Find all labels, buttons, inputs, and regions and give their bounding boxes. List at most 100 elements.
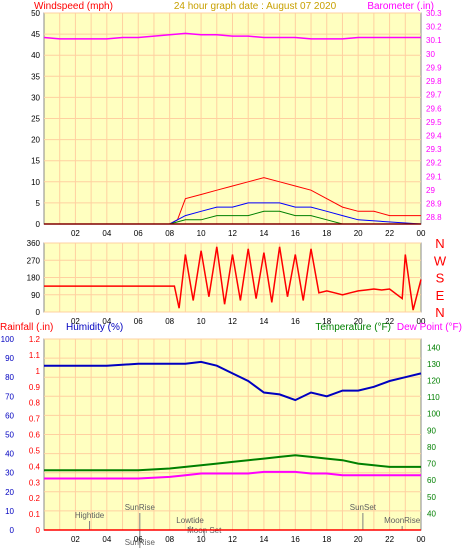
windspeed-tick: 5 bbox=[36, 199, 41, 208]
rainfall-tick: 0.2 bbox=[29, 494, 41, 503]
time-tick-label: 12 bbox=[228, 229, 237, 238]
rainfall-tick: 1 bbox=[36, 367, 41, 376]
windspeed-tick: 35 bbox=[31, 72, 40, 81]
windspeed-tick: 30 bbox=[31, 93, 40, 102]
time-tick-label: 20 bbox=[354, 535, 363, 544]
barometer-tick: 30.3 bbox=[426, 9, 442, 18]
event-label: SunSet bbox=[350, 503, 377, 512]
time-tick-label: 04 bbox=[102, 535, 111, 544]
humidity-tick: 50 bbox=[5, 431, 14, 440]
time-tick-label: 10 bbox=[197, 229, 206, 238]
time-tick-label: 00 bbox=[417, 229, 426, 238]
barometer-tick: 29.4 bbox=[426, 132, 442, 141]
time-tick-label: 14 bbox=[259, 535, 268, 544]
compass-letter: E bbox=[436, 288, 445, 303]
winddir-tick: 270 bbox=[27, 256, 41, 265]
time-tick-label: 18 bbox=[322, 317, 331, 326]
humidity-tick: 80 bbox=[5, 373, 14, 382]
winddir-tick: 0 bbox=[36, 308, 41, 317]
winddir-tick: 360 bbox=[27, 239, 41, 248]
temperature-tick: 120 bbox=[427, 377, 441, 386]
rainfall-tick: 0.8 bbox=[29, 399, 41, 408]
humidity-tick: 100 bbox=[1, 335, 15, 344]
temperature-line bbox=[44, 454, 421, 472]
windspeed-tick: 15 bbox=[31, 157, 40, 166]
rainfall-tick: 0.1 bbox=[29, 510, 41, 519]
rainfall-tick: 1.1 bbox=[29, 351, 41, 360]
time-tick-label: 12 bbox=[228, 535, 237, 544]
windspeed-tick: 25 bbox=[31, 115, 40, 124]
compass-letter: N bbox=[435, 236, 444, 251]
compass-letter: N bbox=[435, 305, 444, 320]
barometer-tick: 29.9 bbox=[426, 63, 442, 72]
winddir-line bbox=[44, 246, 422, 311]
windspeed-avg-line bbox=[44, 202, 422, 225]
time-tick-label: 14 bbox=[259, 317, 268, 326]
rainfall-tick: 0.7 bbox=[29, 415, 41, 424]
time-tick-label: 06 bbox=[134, 229, 143, 238]
event-label: Lowtide bbox=[176, 516, 204, 525]
time-tick-label: 18 bbox=[322, 535, 331, 544]
windspeed-tick: 50 bbox=[31, 9, 40, 18]
windspeed-tick: 20 bbox=[31, 136, 40, 145]
time-tick-label: 16 bbox=[291, 229, 300, 238]
humidity-tick: 10 bbox=[5, 507, 14, 516]
rainfall-tick: 0.9 bbox=[29, 383, 41, 392]
humidity-tick: 20 bbox=[5, 488, 14, 497]
time-tick-label: 02 bbox=[71, 317, 80, 326]
temperature-tick: 140 bbox=[427, 343, 441, 352]
humidity-axis-label: Humidity (%) bbox=[66, 322, 123, 333]
time-tick-label: 02 bbox=[71, 229, 80, 238]
humidity-tick: 70 bbox=[5, 392, 14, 401]
barometer-tick: 28.8 bbox=[426, 213, 442, 222]
windspeed-tick: 45 bbox=[31, 30, 40, 39]
barometer-tick: 29.2 bbox=[426, 159, 442, 168]
barometer-tick: 30 bbox=[426, 50, 435, 59]
compass-letter: W bbox=[434, 253, 447, 268]
dewpoint-line bbox=[44, 470, 421, 480]
barometer-tick: 29.5 bbox=[426, 118, 442, 127]
time-tick-label: 14 bbox=[259, 229, 268, 238]
time-tick-label: 16 bbox=[291, 317, 300, 326]
time-tick-label: 18 bbox=[322, 229, 331, 238]
time-tick-label: 16 bbox=[291, 535, 300, 544]
humidity-tick: 90 bbox=[5, 354, 14, 363]
humidity-line bbox=[44, 360, 422, 402]
time-tick-label: 04 bbox=[102, 317, 111, 326]
dewpoint-axis-label: Dew Point (°F) bbox=[397, 322, 462, 333]
time-tick-label: 00 bbox=[417, 535, 426, 544]
event-label: SunRise bbox=[125, 503, 156, 512]
time-tick-label: 08 bbox=[165, 535, 174, 544]
barometer-tick: 29 bbox=[426, 186, 435, 195]
time-tick-label: 22 bbox=[385, 229, 394, 238]
rainfall-tick: 0.5 bbox=[29, 446, 41, 455]
time-tick-label: 06 bbox=[134, 317, 143, 326]
windspeed-tick: 40 bbox=[31, 51, 40, 60]
series-lines bbox=[43, 32, 422, 531]
temperature-tick: 90 bbox=[427, 426, 436, 435]
barometer-axis-label: Barometer (.in) bbox=[367, 1, 434, 12]
rainfall-tick: 0.4 bbox=[29, 462, 41, 471]
humidity-tick: 0 bbox=[10, 526, 15, 535]
temperature-tick: 100 bbox=[427, 410, 441, 419]
event-label: SunRise bbox=[125, 538, 156, 547]
humidity-tick: 30 bbox=[5, 469, 14, 478]
time-tick-label: 02 bbox=[71, 535, 80, 544]
temperature-axis-label: Temperature (°F) bbox=[315, 322, 391, 333]
time-tick-label: 08 bbox=[165, 317, 174, 326]
windspeed-tick: 0 bbox=[36, 220, 41, 229]
temperature-tick: 130 bbox=[427, 360, 441, 369]
time-tick-label: 10 bbox=[197, 317, 206, 326]
time-tick-label: 00 bbox=[417, 317, 426, 326]
temperature-tick: 60 bbox=[427, 476, 436, 485]
grid-lines bbox=[44, 12, 421, 548]
temperature-tick: 40 bbox=[427, 509, 436, 518]
temperature-tick: 110 bbox=[427, 393, 440, 402]
time-tick-label: 08 bbox=[165, 229, 174, 238]
barometer-tick: 29.3 bbox=[426, 145, 442, 154]
windspeed-line bbox=[44, 177, 421, 225]
barometer-tick: 29.6 bbox=[426, 104, 442, 113]
compass-letter: S bbox=[436, 271, 445, 286]
temperature-tick: 80 bbox=[427, 443, 436, 452]
